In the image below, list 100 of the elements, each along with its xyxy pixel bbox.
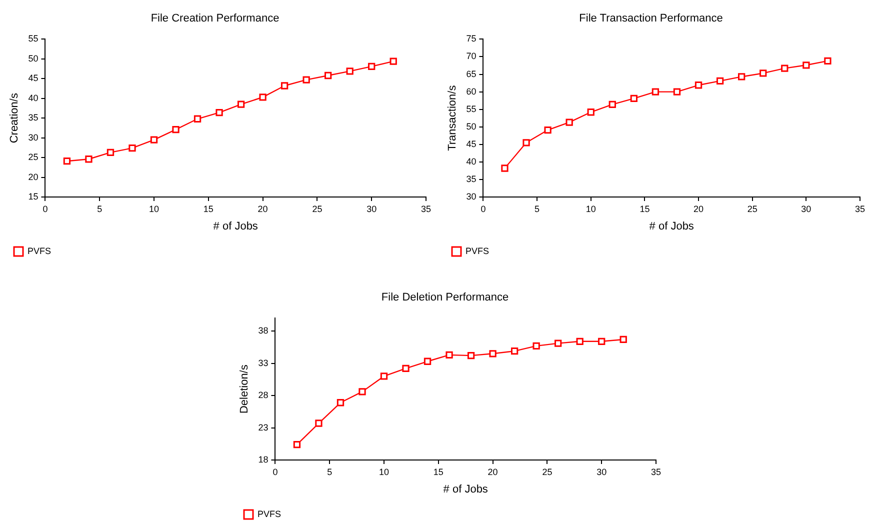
- point: [760, 70, 767, 77]
- point: [716, 77, 724, 85]
- x-tick-label: 0: [480, 204, 486, 214]
- point: [324, 72, 332, 80]
- x-axis-title: # of Jobs: [649, 220, 694, 232]
- point: [738, 73, 746, 80]
- point: [673, 88, 681, 96]
- point: [587, 108, 594, 116]
- y-axis-title: Transaction/s: [446, 84, 459, 151]
- point: [554, 340, 562, 347]
- x-axis-title: # of Jobs: [443, 483, 488, 496]
- point: [358, 388, 366, 396]
- legend-label: PVFS: [28, 246, 52, 256]
- y-tick-label: 70: [466, 51, 476, 62]
- x-tick-label: 10: [379, 466, 390, 477]
- point: [106, 148, 114, 156]
- point: [424, 358, 432, 365]
- y-tick-label: 55: [466, 104, 476, 114]
- point: [259, 94, 266, 101]
- point: [608, 100, 616, 108]
- x-tick-label: 30: [801, 204, 812, 214]
- y-tick-label: 45: [466, 138, 476, 149]
- y-tick-label: 50: [466, 121, 476, 132]
- y-axis-title: Deletion/s: [238, 364, 251, 414]
- chart-title: File Creation Performance: [150, 12, 280, 25]
- x-tick-label: 20: [694, 204, 704, 214]
- x-tick-label: 35: [650, 466, 662, 477]
- point: [446, 351, 453, 359]
- y-tick-label: 25: [28, 152, 38, 162]
- y-tick-label: 65: [466, 68, 476, 79]
- point: [293, 440, 301, 448]
- point: [402, 364, 410, 372]
- point: [598, 338, 606, 345]
- y-tick-label: 75: [466, 34, 476, 44]
- y-tick-label: 60: [466, 86, 476, 96]
- y-tick-label: 38: [258, 326, 268, 336]
- point: [63, 158, 71, 165]
- y-tick-label: 35: [28, 112, 38, 123]
- y-tick-label: 55: [28, 34, 38, 44]
- x-tick-label: 10: [149, 204, 160, 214]
- point: [128, 144, 136, 152]
- point: [237, 100, 245, 108]
- x-tick-label: 15: [203, 204, 214, 214]
- x-tick-label: 20: [488, 466, 498, 477]
- x-tick-label: 5: [534, 204, 540, 214]
- x-tick-label: 5: [97, 204, 102, 214]
- point: [694, 82, 702, 89]
- legend-label: PVFS: [466, 246, 490, 256]
- point: [630, 94, 638, 102]
- point: [85, 156, 92, 163]
- x-tick-label: 35: [420, 204, 432, 214]
- x-tick-label: 30: [366, 204, 377, 214]
- x-tick-label: 0: [42, 204, 48, 214]
- point: [781, 64, 788, 72]
- x-tick-label: 5: [327, 466, 332, 477]
- x-tick-label: 10: [586, 204, 596, 214]
- point: [150, 136, 158, 144]
- legend-label: PVFS: [258, 508, 282, 519]
- y-tick-label: 33: [258, 358, 268, 368]
- y-axis-title: Creation/s: [8, 92, 21, 144]
- y-tick-label: 35: [466, 174, 476, 184]
- point: [315, 420, 322, 427]
- y-tick-label: 30: [28, 132, 38, 142]
- point: [532, 342, 540, 350]
- point: [510, 347, 518, 355]
- point: [380, 372, 388, 380]
- x-tick-label: 25: [312, 204, 322, 214]
- y-tick-label: 50: [28, 53, 38, 64]
- point: [544, 126, 552, 134]
- y-tick-label: 23: [258, 422, 268, 432]
- y-tick-label: 30: [466, 191, 476, 202]
- x-tick-label: 15: [433, 466, 444, 477]
- point: [216, 109, 223, 116]
- y-tick-label: 18: [258, 454, 268, 464]
- point: [576, 338, 584, 345]
- x-tick-label: 25: [747, 204, 758, 214]
- point: [368, 62, 376, 70]
- point: [802, 62, 810, 69]
- point: [302, 76, 310, 84]
- x-tick-label: 30: [596, 466, 607, 477]
- chart-title: File Transaction Performance: [579, 12, 723, 25]
- point: [566, 118, 573, 126]
- point: [489, 350, 496, 358]
- point: [194, 115, 202, 122]
- point: [390, 58, 397, 65]
- point: [501, 164, 508, 172]
- point: [824, 57, 832, 65]
- y-tick-label: 20: [28, 172, 38, 182]
- x-tick-label: 35: [854, 204, 866, 214]
- point: [336, 399, 344, 406]
- point: [280, 82, 288, 90]
- y-tick-label: 28: [258, 390, 268, 400]
- y-tick-label: 15: [28, 191, 38, 202]
- point: [467, 352, 475, 360]
- x-tick-label: 0: [272, 466, 278, 477]
- point: [522, 139, 530, 146]
- point: [652, 88, 660, 96]
- y-tick-label: 40: [466, 156, 476, 166]
- point: [172, 126, 180, 134]
- y-tick-label: 40: [28, 92, 38, 103]
